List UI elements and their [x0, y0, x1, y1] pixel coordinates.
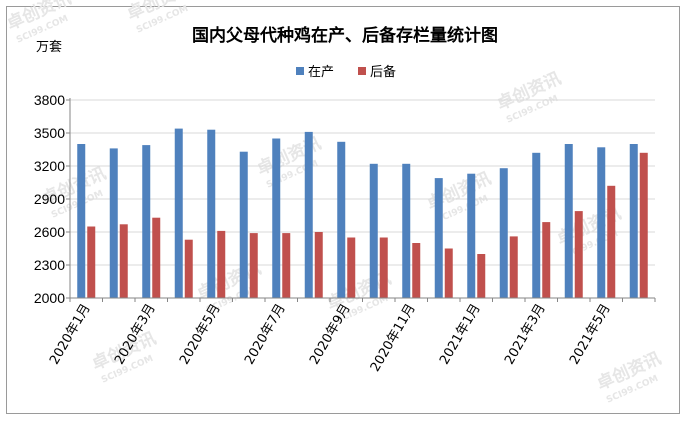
- bar-reserve: [87, 226, 96, 298]
- x-tick-label: 2021年3月: [502, 302, 549, 368]
- y-tick-label: 3500: [34, 125, 65, 141]
- bar-reserve: [412, 243, 421, 298]
- bar-in-production: [272, 138, 281, 298]
- legend-label: 在产: [308, 65, 334, 80]
- bar-in-production: [304, 131, 313, 298]
- y-tick-label: 3800: [34, 92, 65, 108]
- bar-in-production: [434, 178, 443, 298]
- bar-reserve: [347, 237, 356, 298]
- legend-swatch: [296, 67, 304, 75]
- bar-reserve: [119, 224, 128, 298]
- y-tick-label: 2600: [34, 224, 65, 240]
- bar-reserve: [379, 237, 388, 298]
- bar-in-production: [467, 173, 476, 298]
- x-tick-label: 2021年5月: [567, 302, 614, 368]
- bar-reserve: [249, 233, 258, 298]
- bar-reserve: [477, 254, 486, 298]
- bar-reserve: [574, 211, 583, 298]
- bar-reserve: [509, 236, 518, 298]
- bar-in-production: [174, 128, 183, 298]
- x-tick-label: 2020年5月: [177, 302, 224, 368]
- bar-in-production: [532, 152, 541, 298]
- x-tick-label: 2021年1月: [437, 302, 484, 368]
- x-tick-label: 2020年7月: [242, 302, 289, 368]
- bar-in-production: [77, 144, 86, 298]
- bar-reserve: [542, 222, 551, 298]
- bar-in-production: [109, 148, 118, 298]
- x-tick-label: 2020年11月: [368, 302, 419, 375]
- y-axis-unit: 万套: [36, 39, 62, 55]
- y-tick-label: 2000: [34, 290, 65, 306]
- x-tick-label: 2020年1月: [47, 302, 94, 368]
- legend-swatch: [358, 67, 366, 75]
- bar-in-production: [369, 163, 378, 298]
- bar-reserve: [217, 230, 226, 298]
- bar-in-production: [597, 147, 606, 298]
- y-tick-label: 2900: [34, 191, 65, 207]
- bars: [77, 128, 648, 298]
- bar-reserve: [639, 152, 648, 298]
- gridlines: [70, 99, 655, 266]
- chart-title: 国内父母代种鸡在产、后备存栏量统计图: [192, 25, 498, 46]
- y-axis-ticks: 2000 2300 2600 2900 3200 3500 3800: [34, 92, 70, 306]
- bar-in-production: [142, 145, 151, 298]
- bar-reserve: [444, 248, 453, 298]
- bar-in-production: [629, 144, 638, 298]
- bar-in-production: [499, 168, 508, 298]
- y-tick-label: 3200: [34, 158, 65, 174]
- bar-in-production: [402, 163, 411, 298]
- bar-in-production: [564, 144, 573, 298]
- bar-in-production: [337, 141, 346, 298]
- bar-in-production: [207, 129, 216, 298]
- legend: 在产 后备: [296, 64, 396, 80]
- bar-reserve: [152, 217, 161, 298]
- bar-reserve: [607, 185, 616, 298]
- y-tick-label: 2300: [34, 257, 65, 273]
- bar-in-production: [239, 151, 248, 298]
- bar-reserve: [184, 239, 193, 298]
- bar-reserve: [314, 232, 323, 298]
- bar-reserve: [282, 233, 291, 298]
- legend-label: 后备: [370, 64, 396, 80]
